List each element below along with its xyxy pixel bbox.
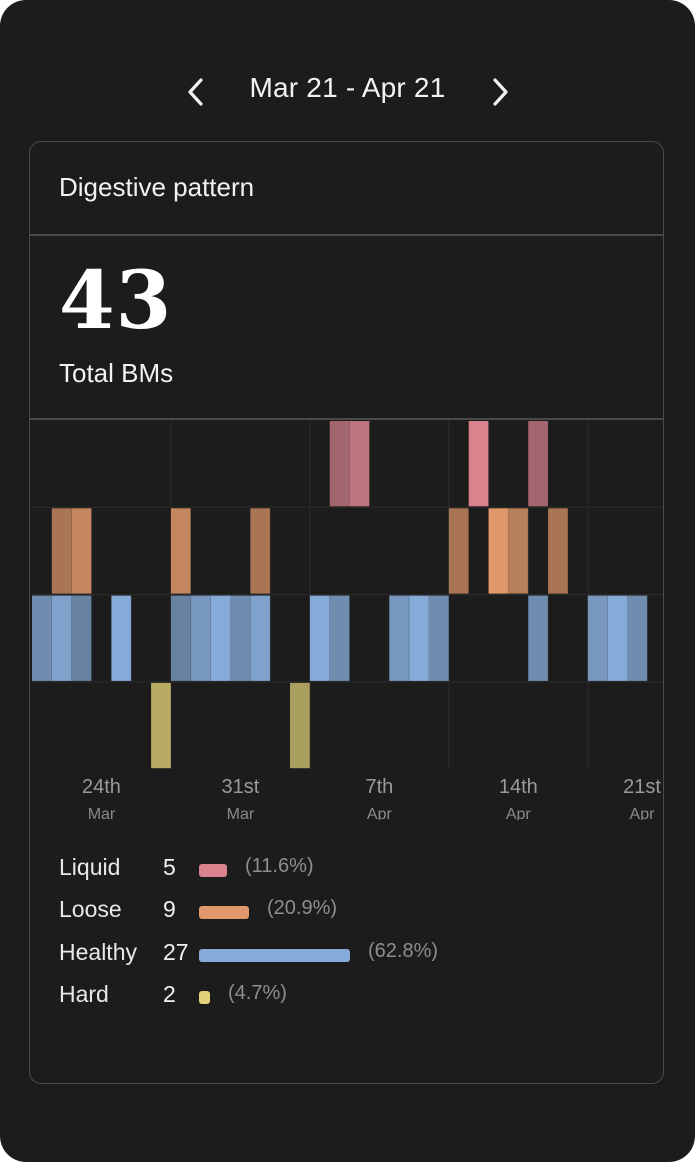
chevron-right-icon: [493, 78, 508, 106]
legend-proportion-bar: [199, 864, 227, 877]
bm-event-cell-hard: [151, 682, 171, 769]
x-tick-day-label: 24th: [82, 776, 121, 798]
legend-percentage: (11.6%): [245, 855, 314, 877]
date-navigator: Mar 21 - Apr 21: [0, 62, 695, 122]
legend-row-hard: Hard 2 (4.7%): [59, 981, 619, 1013]
x-tick-month-label: Apr: [506, 806, 532, 820]
legend-row-healthy: Healthy 27 (62.8%): [59, 939, 619, 971]
bm-event-cell-healthy: [587, 595, 608, 681]
total-count: 43: [59, 253, 173, 347]
legend-label: Healthy: [59, 938, 137, 965]
bm-event-cell-healthy: [51, 595, 72, 681]
bm-event-cell-healthy: [607, 595, 628, 681]
chevron-left-icon: [188, 78, 203, 106]
bm-event-cell-liquid: [528, 421, 549, 507]
bm-event-cell-healthy: [210, 595, 231, 681]
bm-event-cell-loose: [448, 508, 469, 594]
legend-count: 27: [163, 938, 189, 965]
bm-event-cell-loose: [250, 508, 271, 594]
x-tick-day-label: 21st: [623, 776, 661, 798]
bm-event-cell-healthy: [389, 595, 410, 681]
bm-event-cell-healthy: [71, 595, 92, 681]
bm-event-cell-loose: [488, 508, 509, 594]
legend-count: 5: [163, 854, 176, 880]
bm-event-cell-loose: [71, 508, 92, 594]
bm-event-cell-loose: [508, 508, 529, 594]
x-tick-month-label: Mar: [88, 806, 116, 820]
legend-percentage: (4.7%): [228, 981, 287, 1004]
legend-percentage: (20.9%): [267, 897, 338, 920]
x-tick-day-label: 7th: [365, 776, 393, 798]
bm-event-cell-healthy: [32, 595, 52, 681]
bm-event-cell-healthy: [329, 595, 350, 681]
bm-event-cell-loose: [51, 508, 72, 594]
bm-event-cell-hard: [290, 682, 310, 769]
bm-event-cell-loose: [548, 508, 568, 594]
bm-event-cell-healthy: [627, 595, 648, 681]
bm-event-cell-healthy: [111, 595, 132, 681]
bm-event-cell-healthy: [170, 595, 191, 681]
bm-event-cell-loose: [170, 508, 191, 594]
bm-event-cell-healthy: [230, 595, 251, 681]
bm-event-cell-liquid: [468, 421, 489, 507]
x-tick-day-label: 14th: [499, 776, 538, 798]
x-tick-month-label: Apr: [367, 806, 393, 820]
bm-event-cell-healthy: [409, 595, 429, 681]
previous-period-button[interactable]: [176, 74, 216, 110]
x-tick-month-label: Apr: [630, 806, 656, 820]
bm-event-cell-healthy: [250, 595, 271, 681]
bm-event-cell-healthy: [190, 595, 211, 681]
digestive-pattern-card: Digestive pattern 43 Total BMs 24th Mar 31…: [29, 141, 664, 1084]
title-divider: [30, 234, 663, 236]
bm-event-cell-healthy: [309, 595, 330, 681]
bm-event-cell-liquid: [349, 421, 370, 507]
bm-event-cell-healthy: [429, 595, 449, 681]
x-tick-month-label: Mar: [227, 806, 255, 820]
card-title: Digestive pattern: [59, 172, 255, 202]
next-period-button[interactable]: [480, 74, 520, 110]
legend-label: Hard: [59, 980, 109, 1007]
bm-event-cell-healthy: [528, 595, 549, 681]
legend-percentage: (62.8%): [368, 939, 439, 962]
legend-label: Liquid: [59, 854, 121, 880]
legend-proportion-bar: [199, 948, 350, 962]
total-label: Total BMs: [59, 358, 174, 388]
bm-pattern-chart: 24th Mar 31st Mar 7th Apr 14th Apr 21st Apr: [30, 420, 663, 820]
legend-row-liquid: Liquid 5 (11.6%): [59, 854, 619, 886]
date-range-label: Mar 21 - Apr 21: [249, 72, 446, 103]
bm-event-cell-liquid: [329, 421, 350, 507]
legend-proportion-bar: [199, 990, 210, 1004]
legend-count: 9: [163, 896, 176, 923]
stats-divider: [30, 418, 663, 420]
legend-count: 2: [163, 980, 176, 1007]
legend-row-loose: Loose 9 (20.9%): [59, 896, 619, 928]
legend-label: Loose: [59, 896, 122, 923]
legend-proportion-bar: [199, 906, 249, 920]
x-tick-day-label: 31st: [222, 776, 260, 798]
